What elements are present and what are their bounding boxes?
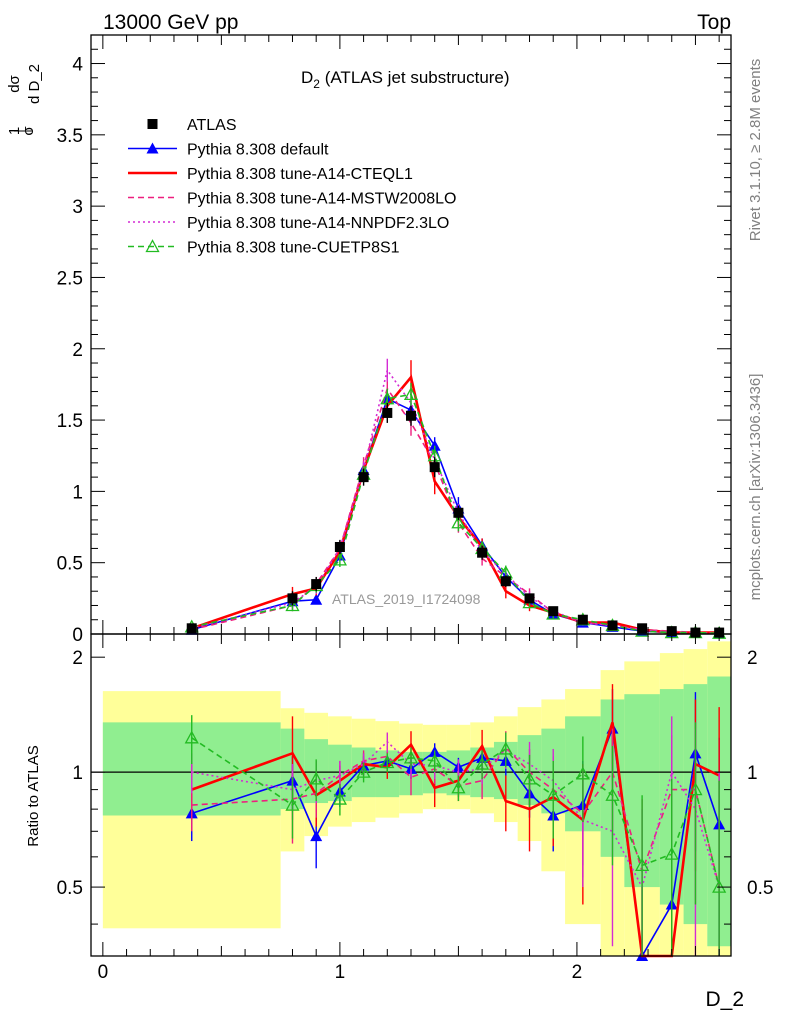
- legend-label: Pythia 8.308 tune-CUETP8S1: [187, 240, 400, 257]
- ratio-y-axis-label: Ratio to ATLAS: [25, 745, 42, 846]
- main-y-tick-label: 1.5: [57, 411, 83, 432]
- main-y-tick-label: 0.5: [57, 554, 83, 575]
- ratio-point: [546, 787, 561, 801]
- ratio-point: [309, 771, 324, 785]
- ratio-point: [635, 858, 650, 872]
- legend-marker: [145, 239, 160, 253]
- ratio-point: [403, 750, 419, 764]
- main-point: [451, 515, 466, 529]
- legend-item-pythia-8-308-default: Pythia 8.308 default: [128, 142, 329, 159]
- process-label: Top: [697, 11, 731, 34]
- main-point: [311, 579, 322, 590]
- ratio-point: [184, 730, 199, 744]
- svg-text:σ: σ: [20, 126, 37, 136]
- ratio-point: [605, 787, 620, 801]
- main-y-tick-label: 3.5: [57, 126, 83, 147]
- ratio-point: [451, 780, 466, 794]
- main-point: [477, 547, 488, 558]
- x-axis-label: D_2: [705, 988, 744, 1011]
- legend-item-pythia-8-308-tune-a14-nnpdf2-3lo: Pythia 8.308 tune-A14-NNPDF2.3LO: [128, 215, 449, 232]
- legend-label: Pythia 8.308 tune-A14-NNPDF2.3LO: [187, 215, 449, 232]
- ratio-y-tick-label-right: 0.5: [747, 878, 773, 899]
- rivet-version-label: Rivet 3.1.10, ≥ 2.8M events: [747, 59, 764, 242]
- ratio-y-tick-label: 0.5: [57, 878, 83, 899]
- legend-item-pythia-8-308-tune-cuetp8s1: Pythia 8.308 tune-CUETP8S1: [128, 239, 400, 257]
- main-point: [285, 598, 300, 612]
- ratio-line-pythia-8-308-tune-cuetp8s1: [191, 737, 720, 888]
- plot-title: D2 (ATLAS jet substructure): [301, 68, 510, 91]
- main-y-tick-label: 2.5: [57, 268, 83, 289]
- main-point: [334, 542, 345, 553]
- legend-label: Pythia 8.308 tune-A14-CTEQL1: [187, 166, 413, 183]
- legend-label: Pythia 8.308 default: [187, 142, 329, 159]
- main-point: [406, 410, 416, 421]
- ratio-point: [285, 797, 300, 811]
- ratio-panel: 0.5 0.5 1 1 2 2 0 1 2 Ratio to ATLAS D_2: [25, 633, 773, 1011]
- main-point: [524, 593, 535, 604]
- x-tick-label: 2: [572, 962, 583, 983]
- x-tick-label: 1: [335, 962, 346, 983]
- ratio-y-tick-label-right: 1: [747, 763, 758, 784]
- ratio-point: [575, 766, 590, 780]
- main-y-tick-label: 3: [72, 197, 83, 218]
- main-point: [500, 576, 511, 587]
- legend-item-atlas: ATLAS: [147, 117, 237, 134]
- main-point: [607, 620, 618, 631]
- main-x-ticks: [102, 35, 720, 634]
- main-y-tick-label: 0: [72, 625, 83, 646]
- legend-label: ATLAS: [187, 117, 237, 134]
- x-tick-label: 0: [98, 962, 109, 983]
- ratio-point: [498, 741, 513, 755]
- legend-item-pythia-8-308-tune-a14-mstw2008lo: Pythia 8.308 tune-A14-MSTW2008LO: [128, 191, 456, 208]
- ratio-point: [356, 764, 371, 778]
- main-point: [382, 407, 393, 418]
- main-y-tick-label: 2: [72, 340, 83, 361]
- mcplots-label: mcplots.cern.ch [arXiv:1306.3436]: [747, 374, 764, 601]
- main-point: [548, 606, 559, 617]
- main-point: [637, 623, 648, 634]
- legend-marker: [146, 142, 159, 154]
- ratio-y-tick-label: 1: [72, 763, 83, 784]
- legend-marker: [147, 119, 158, 129]
- main-panel: 0 0.5 1 1.5 2 2.5 3 3.5 4 D2 (ATLAS jet substruc…: [6, 34, 732, 646]
- ratio-point: [475, 756, 490, 770]
- main-point: [310, 593, 323, 605]
- ratio-point: [310, 830, 323, 842]
- analysis-tag: ATLAS_2019_I1724098: [332, 591, 481, 607]
- main-y-axis: 0 0.5 1 1.5 2 2.5 3 3.5 4: [57, 48, 731, 646]
- ratio-y-tick-label-right: 2: [747, 648, 758, 669]
- ratio-point: [522, 771, 537, 785]
- main-point: [577, 614, 588, 625]
- main-y-tick-label: 4: [72, 55, 83, 76]
- ratio-point: [688, 782, 703, 796]
- svg-text:d D_2: d D_2: [26, 64, 43, 104]
- main-point: [428, 439, 441, 451]
- energy-label: 13000 GeV pp: [103, 11, 238, 34]
- main-point: [287, 593, 298, 604]
- main-y-axis-label: 1 σ dσ d D_2: [6, 64, 43, 136]
- main-point: [186, 623, 197, 634]
- main-point: [453, 507, 464, 518]
- svg-text:dσ: dσ: [6, 74, 23, 92]
- ratio-series-pythia-8-308-tune-cuetp8s1: [184, 715, 727, 956]
- legend: ATLAS Pythia 8.308 default Pythia 8.308 tu…: [128, 117, 456, 257]
- ratio-point: [664, 846, 679, 860]
- legend-label: Pythia 8.308 tune-A14-MSTW2008LO: [187, 191, 456, 208]
- main-y-tick-label: 1: [72, 482, 83, 503]
- ratio-point: [380, 755, 395, 769]
- main-point: [429, 462, 440, 473]
- main-point: [358, 472, 369, 483]
- ratio-x-axis: 0 1 2: [98, 634, 720, 983]
- ratio-y-axis: 0.5 0.5 1 1 2 2: [57, 648, 773, 925]
- main-point: [403, 387, 419, 401]
- ratio-y-tick-label: 2: [72, 648, 83, 669]
- ratio-point: [427, 753, 442, 767]
- legend-item-pythia-8-308-tune-a14-cteql1: Pythia 8.308 tune-A14-CTEQL1: [128, 166, 413, 183]
- ratio-point: [332, 791, 347, 805]
- main-point: [332, 552, 347, 566]
